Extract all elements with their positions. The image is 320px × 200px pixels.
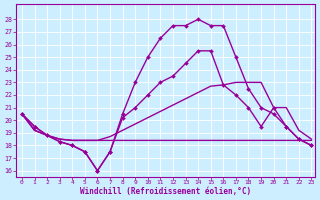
X-axis label: Windchill (Refroidissement éolien,°C): Windchill (Refroidissement éolien,°C) xyxy=(80,187,251,196)
